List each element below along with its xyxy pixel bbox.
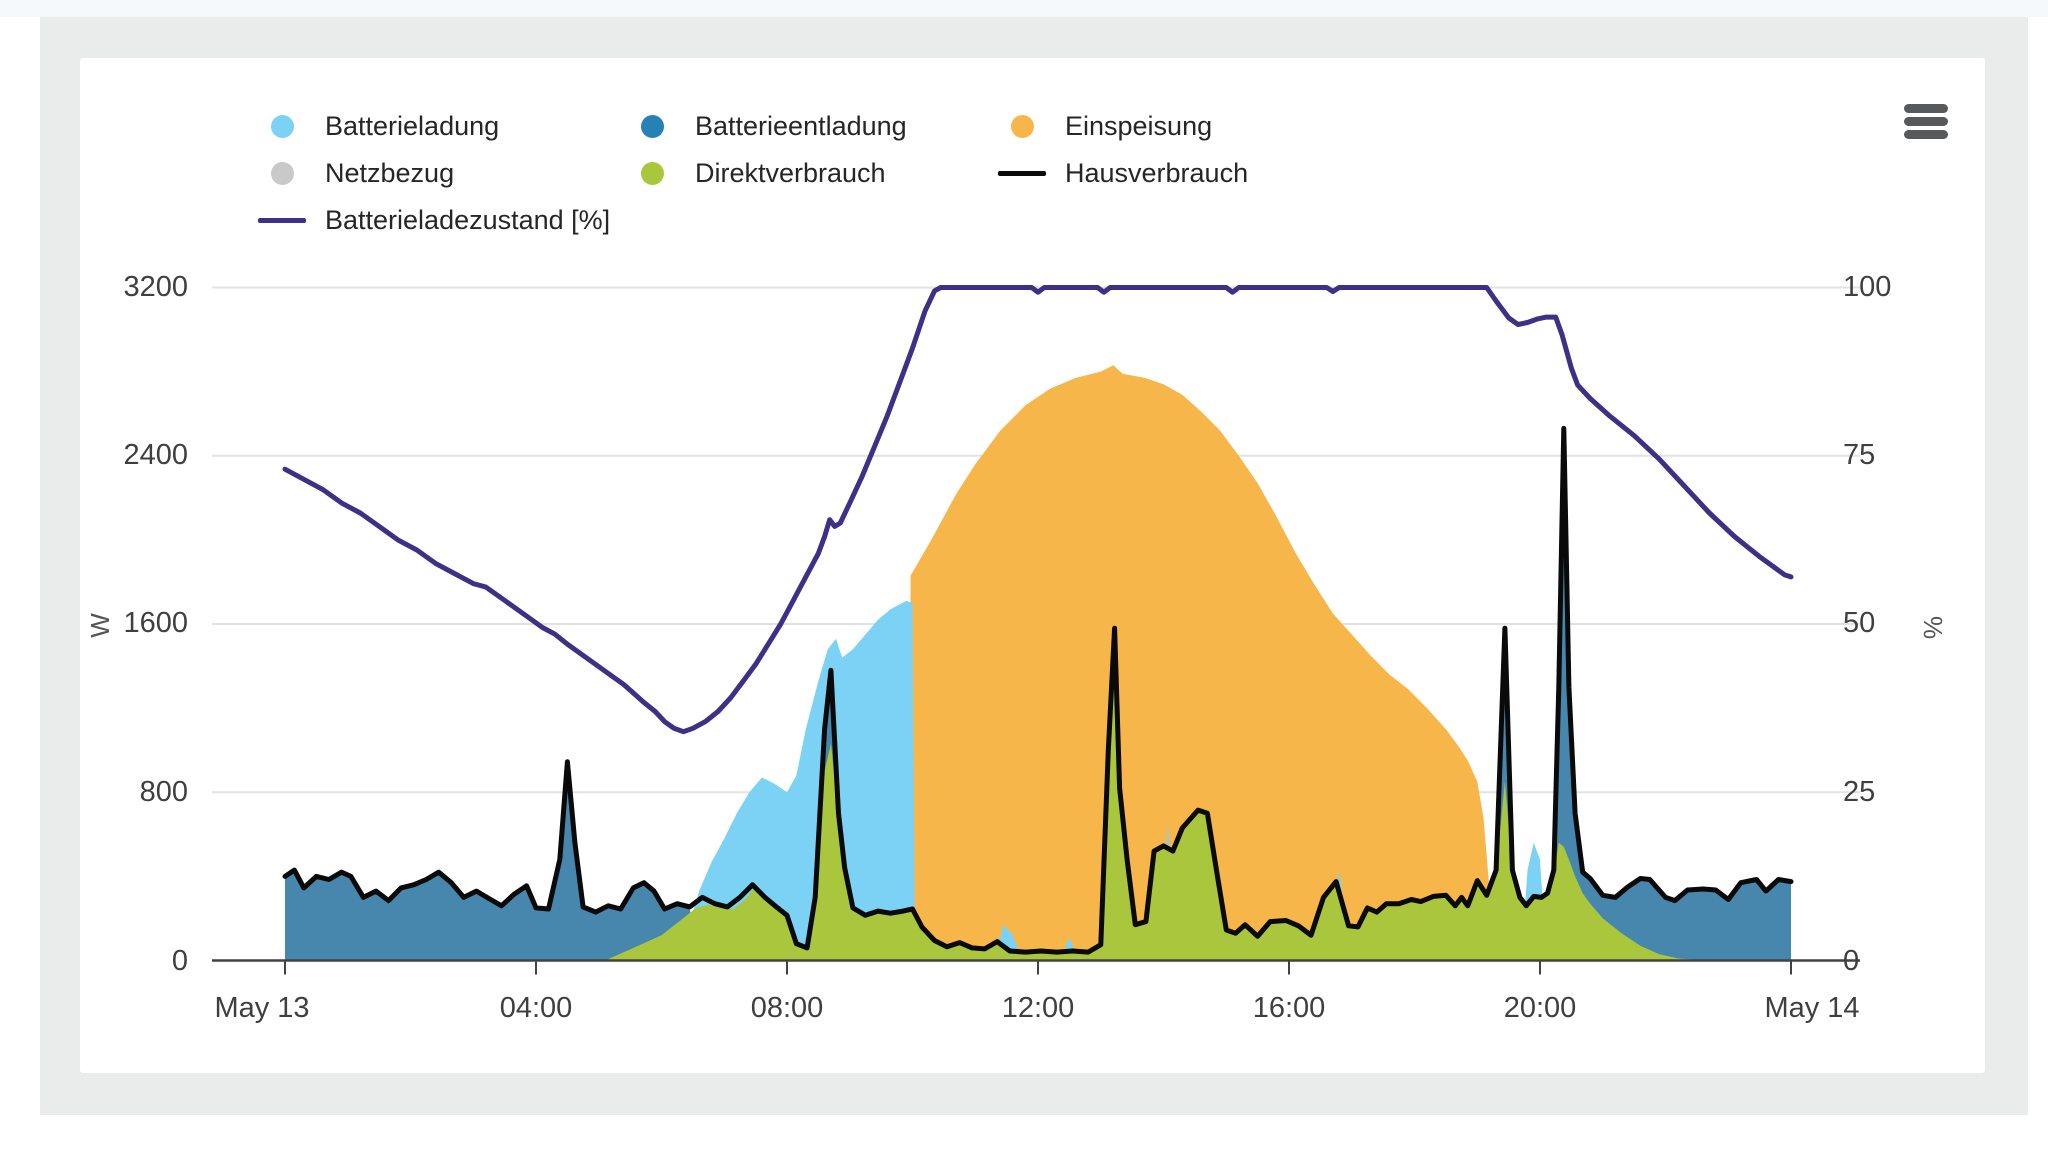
- x-tick-label: 08:00: [750, 992, 824, 1024]
- einspeisung-swatch-icon: [998, 113, 1046, 139]
- x-tick-label: 04:00: [499, 992, 573, 1024]
- hamburger-menu-icon: [1904, 130, 1948, 139]
- y-right-axis-unit: %: [1918, 615, 1949, 640]
- y-right-tick-label: 50: [1843, 607, 1876, 639]
- legend-item-netzbezug[interactable]: Netzbezug: [258, 155, 454, 191]
- legend-label: Batterieladung: [325, 110, 500, 141]
- x-tick-label: 20:00: [1503, 992, 1577, 1024]
- legend-label: Batterieladezustand [%]: [325, 204, 611, 235]
- legend-item-batterieentladung[interactable]: Batterieentladung: [628, 108, 907, 144]
- hamburger-menu-icon: [1904, 117, 1948, 126]
- legend-item-batterieladezustand[interactable]: Batterieladezustand [%]: [258, 202, 610, 238]
- y-left-tick-label: 800: [139, 776, 188, 808]
- x-tick-label: 12:00: [1001, 992, 1075, 1024]
- legend-item-direktverbrauch[interactable]: Direktverbrauch: [628, 155, 886, 191]
- y-left-tick-label: 1600: [123, 607, 188, 639]
- x-tick-label: May 14: [1764, 992, 1860, 1024]
- chart-context-menu-button[interactable]: [1900, 100, 1952, 144]
- y-left-axis-unit: W: [84, 613, 115, 638]
- legend-item-batterieladung[interactable]: Batterieladung: [258, 108, 499, 144]
- legend-label: Einspeisung: [1065, 110, 1213, 141]
- legend-label: Batterieentladung: [695, 110, 907, 141]
- x-tick-label: 16:00: [1252, 992, 1326, 1024]
- legend-label: Direktverbrauch: [695, 157, 886, 188]
- hausverbrauch-line-icon: [998, 160, 1046, 186]
- y-left-tick-label: 2400: [123, 439, 188, 471]
- netzbezug-swatch-icon: [258, 160, 306, 186]
- legend-item-einspeisung[interactable]: Einspeisung: [998, 108, 1212, 144]
- y-right-tick-label: 100: [1843, 271, 1892, 303]
- batterieladezustand-line-icon: [258, 207, 306, 233]
- y-right-tick-label: 25: [1843, 776, 1876, 808]
- legend-label: Hausverbrauch: [1065, 157, 1249, 188]
- window-top-strip: [0, 0, 2048, 17]
- y-left-tick-label: 0: [171, 945, 188, 977]
- hamburger-menu-icon: [1904, 104, 1948, 113]
- direktverbrauch-swatch-icon: [628, 160, 676, 186]
- x-tick-label: May 13: [214, 992, 310, 1024]
- batterieladung-swatch-icon: [258, 113, 306, 139]
- batterieentladung-swatch-icon: [628, 113, 676, 139]
- y-right-tick-label: 0: [1843, 945, 1860, 977]
- legend-item-hausverbrauch[interactable]: Hausverbrauch: [998, 155, 1248, 191]
- y-right-tick-label: 75: [1843, 439, 1876, 471]
- y-left-tick-label: 3200: [123, 271, 188, 303]
- legend-label: Netzbezug: [325, 157, 455, 188]
